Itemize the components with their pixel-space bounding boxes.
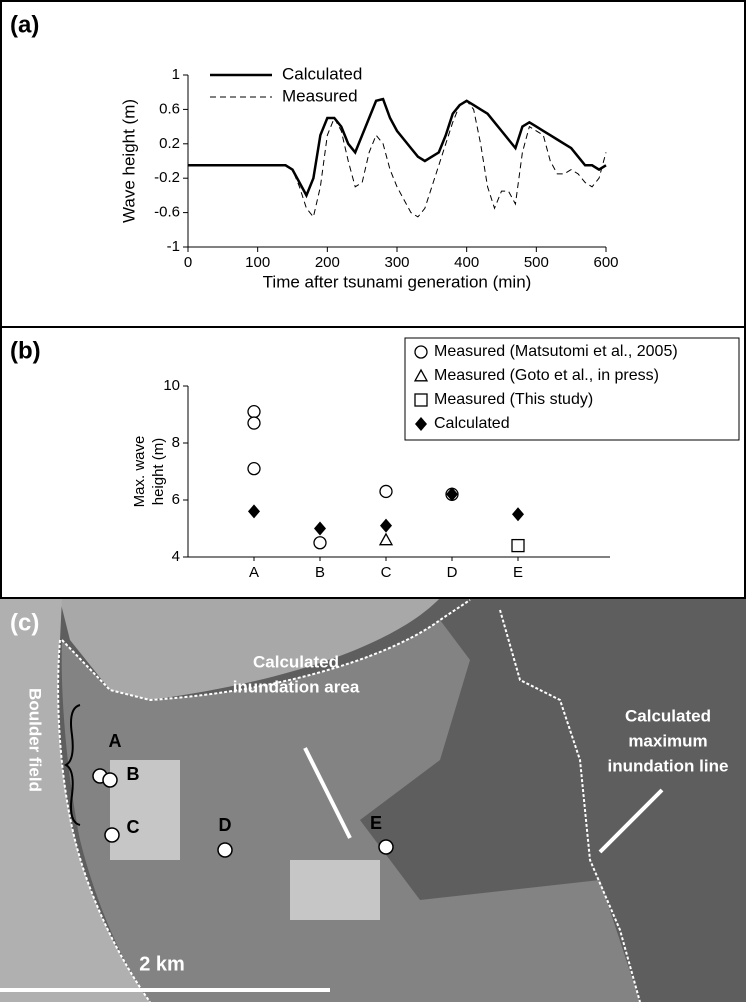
developed-area <box>110 760 380 920</box>
series-line <box>188 100 607 219</box>
annotation: inundation line <box>608 756 729 775</box>
sea <box>0 598 150 1002</box>
data-point <box>511 538 525 553</box>
data-point <box>512 507 524 522</box>
site-label: B <box>127 764 140 784</box>
legend-marker <box>414 345 428 359</box>
x-tick-label: C <box>381 564 392 581</box>
y-tick-label: 0.2 <box>159 135 180 152</box>
x-tick-label: 600 <box>593 254 618 271</box>
y-tick-label: 0.6 <box>159 100 180 117</box>
site-marker <box>104 827 120 843</box>
data-point <box>379 484 393 499</box>
y-tick-label: -1 <box>167 238 180 255</box>
x-tick-label: D <box>447 564 458 581</box>
site-label: E <box>370 813 382 833</box>
site-label: D <box>219 815 232 835</box>
y-axis-label: height (m) <box>150 438 167 506</box>
annotation: Calculated <box>253 652 339 671</box>
y-axis-label: Wave height (m) <box>119 99 138 223</box>
y-axis-label: Max. wave <box>131 436 148 508</box>
data-point <box>378 532 394 546</box>
panel-label: (a) <box>10 11 39 38</box>
data-point <box>247 461 261 476</box>
x-tick-label: E <box>513 564 523 581</box>
pointer <box>598 788 664 854</box>
x-tick-label: A <box>249 564 259 581</box>
x-tick-label: 100 <box>245 254 270 271</box>
legend-label: Calculated <box>282 64 362 83</box>
annotation: Calculated <box>625 706 711 725</box>
aerial-map <box>0 598 746 1002</box>
y-tick-label: 4 <box>172 548 180 565</box>
panel-label: (c) <box>10 609 39 636</box>
site-label: A <box>109 731 122 751</box>
x-tick-label: 400 <box>454 254 479 271</box>
legend-label: Measured (Goto et al., in press) <box>434 367 659 384</box>
site-marker <box>217 842 233 858</box>
y-tick-label: 8 <box>172 434 180 451</box>
x-tick-label: 200 <box>315 254 340 271</box>
x-tick-label: 0 <box>184 254 192 271</box>
scale-label: 2 km <box>139 953 185 975</box>
annotation: maximum <box>628 731 707 750</box>
site-marker <box>102 772 118 788</box>
data-point <box>380 518 392 533</box>
legend-box <box>404 337 740 441</box>
data-point <box>247 416 261 430</box>
panel-label: (b) <box>10 337 41 364</box>
x-tick-label: B <box>315 564 325 581</box>
legend-label: Measured (Matsutomi et al., 2005) <box>434 343 678 360</box>
boulder-field-label: Boulder field <box>26 688 45 792</box>
x-tick-label: 500 <box>524 254 549 271</box>
data-point <box>446 487 458 502</box>
inundation-outline <box>57 599 641 1002</box>
brace <box>63 704 81 826</box>
legend-marker <box>415 417 427 431</box>
legend-label: Measured (This study) <box>434 391 593 408</box>
y-tick-label: -0.6 <box>154 204 180 221</box>
y-tick-label: 1 <box>172 66 180 83</box>
land <box>61 620 640 1002</box>
data-point <box>248 504 260 519</box>
legend-label: Calculated <box>434 415 510 432</box>
annotation: inundation area <box>233 677 360 696</box>
x-tick-label: 300 <box>384 254 409 271</box>
y-tick-label: 6 <box>172 491 180 508</box>
sea <box>0 598 440 700</box>
y-tick-label: -0.2 <box>154 169 180 186</box>
data-point <box>314 521 326 536</box>
site-marker <box>378 839 394 855</box>
series-line <box>188 97 607 199</box>
x-axis-label: Time after tsunami generation (min) <box>263 272 532 291</box>
y-tick-label: 10 <box>163 377 180 394</box>
pointer <box>303 747 352 839</box>
legend-marker <box>413 368 429 382</box>
site-label: C <box>127 817 140 837</box>
data-point <box>313 536 327 550</box>
data-point <box>247 404 261 419</box>
legend-label: Measured <box>282 86 358 105</box>
legend-marker <box>414 393 428 407</box>
